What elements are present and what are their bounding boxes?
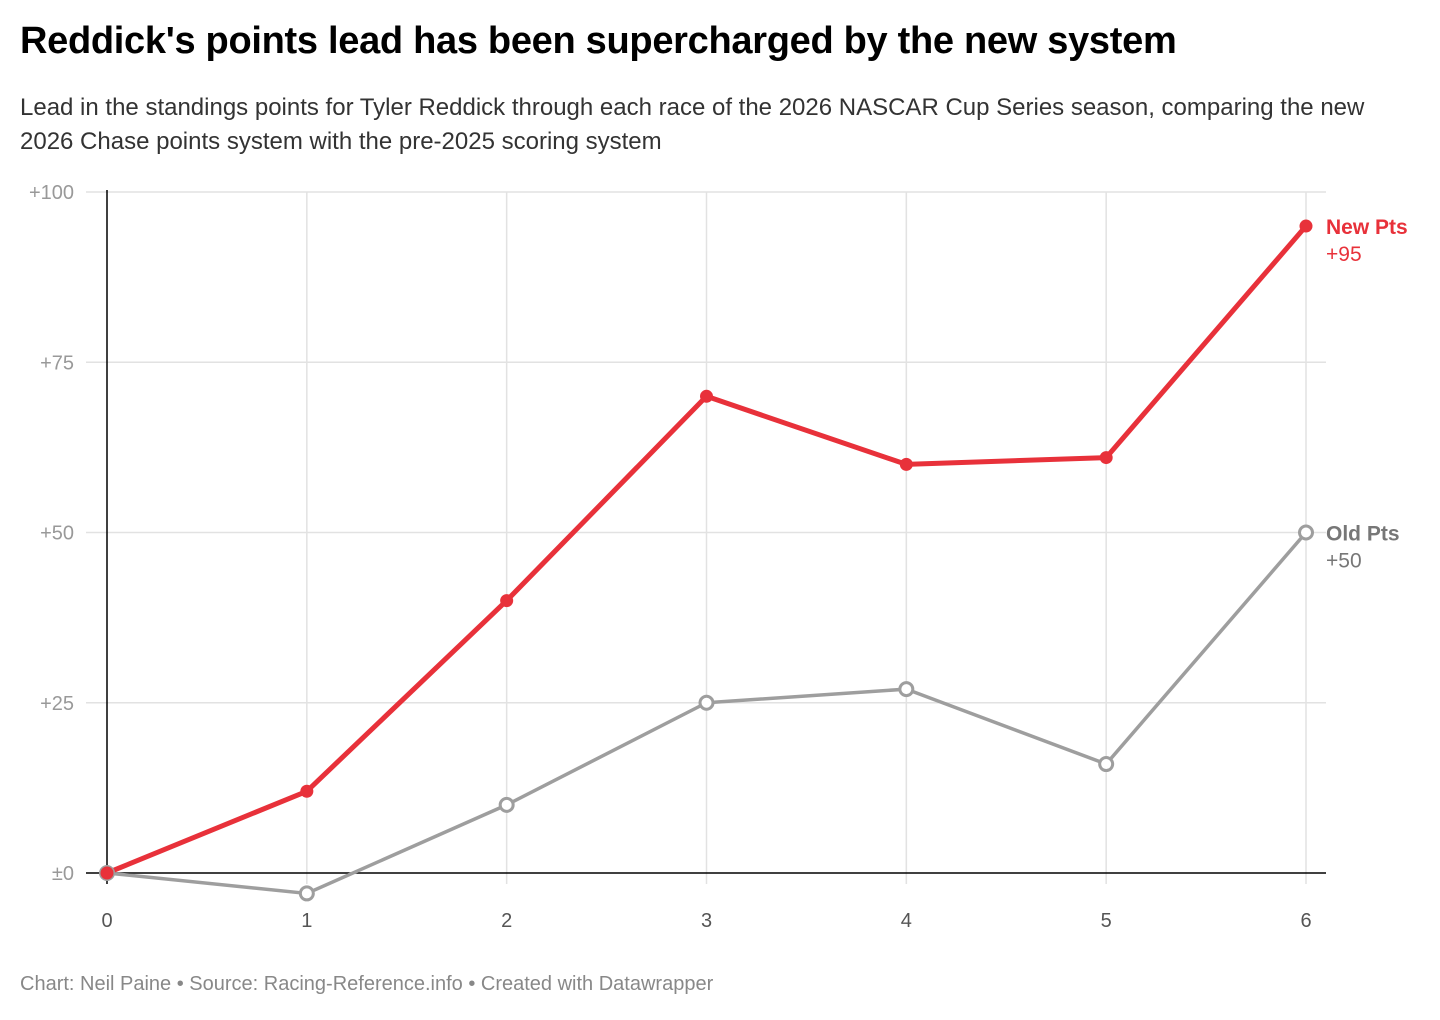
x-tick-label: 6	[1300, 910, 1311, 932]
data-point	[298, 885, 315, 902]
chart-footer: Chart: Neil Paine • Source: Racing-Refer…	[20, 973, 714, 995]
y-tick-label: +25	[40, 693, 74, 715]
line-chart: ±0 +25 +50 +75 +100 0 1 2 3 4 5 6 New Pts +95 Old Pt…	[29, 182, 1408, 932]
data-point	[498, 796, 515, 813]
y-tick-label: +50	[40, 523, 74, 545]
x-axis: 0 1 2 3 4 5 6	[86, 872, 1326, 932]
data-point	[1299, 219, 1313, 233]
data-point	[500, 594, 514, 608]
series-name-label: Old Pts	[1326, 523, 1400, 546]
data-point	[1098, 756, 1115, 773]
series-value-label: +50	[1326, 550, 1362, 573]
data-point	[1298, 524, 1314, 541]
data-point	[698, 694, 715, 711]
series-points	[99, 219, 1314, 902]
y-tick-label: +100	[29, 182, 74, 204]
x-tick-label: 2	[501, 910, 512, 932]
data-point	[100, 866, 114, 880]
x-tick-label: 3	[701, 910, 712, 932]
x-tick-label: 5	[1101, 910, 1112, 932]
chart-title: Reddick's points lead has been superchar…	[20, 20, 1177, 62]
data-point	[700, 389, 713, 403]
data-point	[898, 681, 915, 698]
x-tick-label: 0	[101, 910, 112, 932]
series-name-label: New Pts	[1326, 216, 1408, 239]
x-tick-label: 1	[301, 910, 312, 932]
y-tick-label: +75	[40, 352, 74, 374]
x-gridlines	[306, 192, 1307, 884]
series-value-label: +95	[1326, 243, 1362, 266]
y-axis: ±0 +25 +50 +75 +100	[29, 182, 108, 885]
x-tick-label: 4	[901, 910, 912, 932]
series-end-labels: New Pts +95 Old Pts +50	[1326, 216, 1408, 572]
data-point	[899, 457, 913, 471]
y-tick-label: ±0	[52, 863, 74, 885]
data-point	[300, 784, 314, 798]
data-point	[1099, 451, 1113, 465]
chart-subtitle: Lead in the standings points for Tyler R…	[20, 94, 1365, 155]
